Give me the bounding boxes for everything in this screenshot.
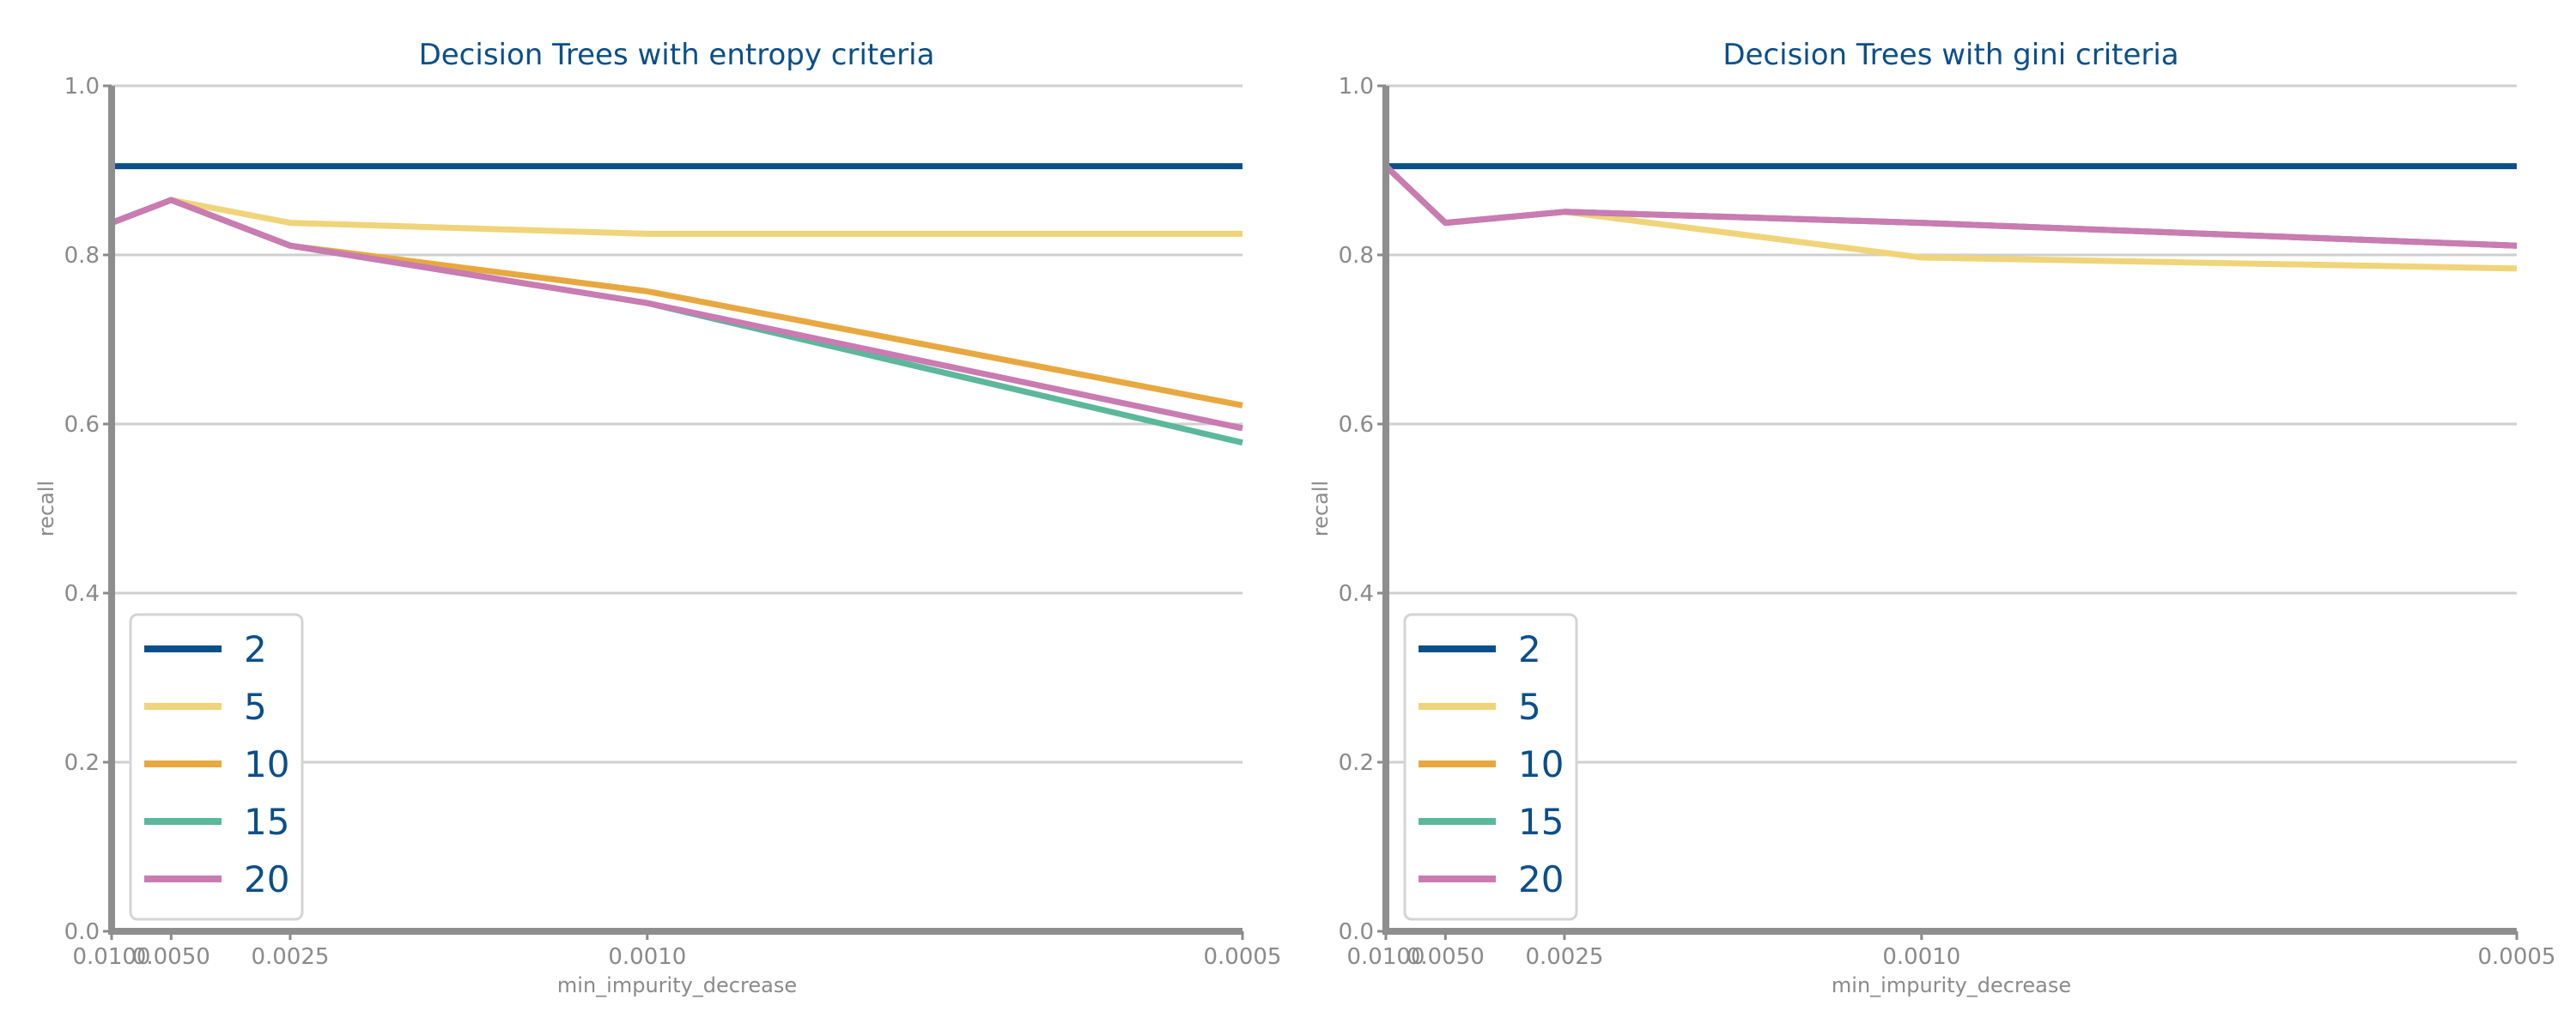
x-tick-label: 0.0005 <box>1204 944 1282 970</box>
x-axis-label: min_impurity_decrease <box>1832 973 2071 997</box>
x-tick-label: 0.0050 <box>132 944 210 970</box>
x-axis-label: min_impurity_decrease <box>557 973 797 997</box>
series-line-20 <box>1383 164 2518 249</box>
y-tick-label: 1.0 <box>1339 74 1374 100</box>
legend-label-2: 2 <box>1518 628 1541 670</box>
y-axis-label: recall <box>1309 481 1333 536</box>
y-tick-label: 0.4 <box>64 581 100 607</box>
x-tick-label: 0.0050 <box>1406 944 1485 970</box>
y-tick-label: 0.6 <box>64 412 100 438</box>
y-tick-label: 0.0 <box>1339 919 1374 945</box>
y-axis-label: recall <box>34 481 58 536</box>
legend-label-2: 2 <box>244 628 267 670</box>
legend-label-5: 5 <box>244 686 267 728</box>
x-tick-label: 0.0010 <box>608 944 686 970</box>
legend-label-10: 10 <box>244 743 289 785</box>
series-line-10 <box>110 197 1243 409</box>
legend-label-15: 15 <box>244 801 289 843</box>
chart-panel-entropy: Decision Trees with entropy criteria0.00… <box>34 38 1281 997</box>
legend-label-20: 20 <box>1518 858 1564 900</box>
series-line-5 <box>1383 164 2518 272</box>
legend-label-20: 20 <box>244 858 289 900</box>
chart-title: Decision Trees with gini criteria <box>1722 38 2178 72</box>
x-tick-label: 0.0100 <box>73 944 151 970</box>
series-line-10 <box>1383 164 2518 249</box>
y-tick-label: 1.0 <box>64 74 100 100</box>
x-tick-label: 0.0025 <box>251 944 329 970</box>
y-tick-label: 0.2 <box>64 750 100 776</box>
legend: 2 5 10 15 20 <box>129 613 304 921</box>
y-tick-label: 0.8 <box>1339 243 1374 269</box>
legend-label-15: 15 <box>1518 801 1564 843</box>
y-tick-label: 0.2 <box>1339 750 1374 776</box>
legend-label-5: 5 <box>1518 686 1541 728</box>
x-tick-label: 0.0025 <box>1525 944 1603 970</box>
y-tick-label: 0.0 <box>64 919 100 945</box>
x-tick-label: 0.0100 <box>1347 944 1425 970</box>
series-line-15 <box>1383 164 2518 249</box>
chart-panel-gini: Decision Trees with gini criteria 0.0 0.2 0… <box>1309 38 2555 997</box>
x-tick-label: 0.0010 <box>1882 944 1960 970</box>
series-line-20 <box>110 197 1243 432</box>
y-tick-label: 0.6 <box>1339 412 1374 438</box>
y-tick-label: 0.8 <box>64 243 100 269</box>
series-line-5 <box>110 197 1242 237</box>
y-tick-label: 0.4 <box>1339 581 1374 607</box>
chart-title: Decision Trees with entropy criteria <box>419 38 935 72</box>
legend-label-10: 10 <box>1518 743 1564 785</box>
legend: 2 5 10 15 20 <box>1403 613 1578 921</box>
x-tick-label: 0.0005 <box>2478 944 2556 970</box>
